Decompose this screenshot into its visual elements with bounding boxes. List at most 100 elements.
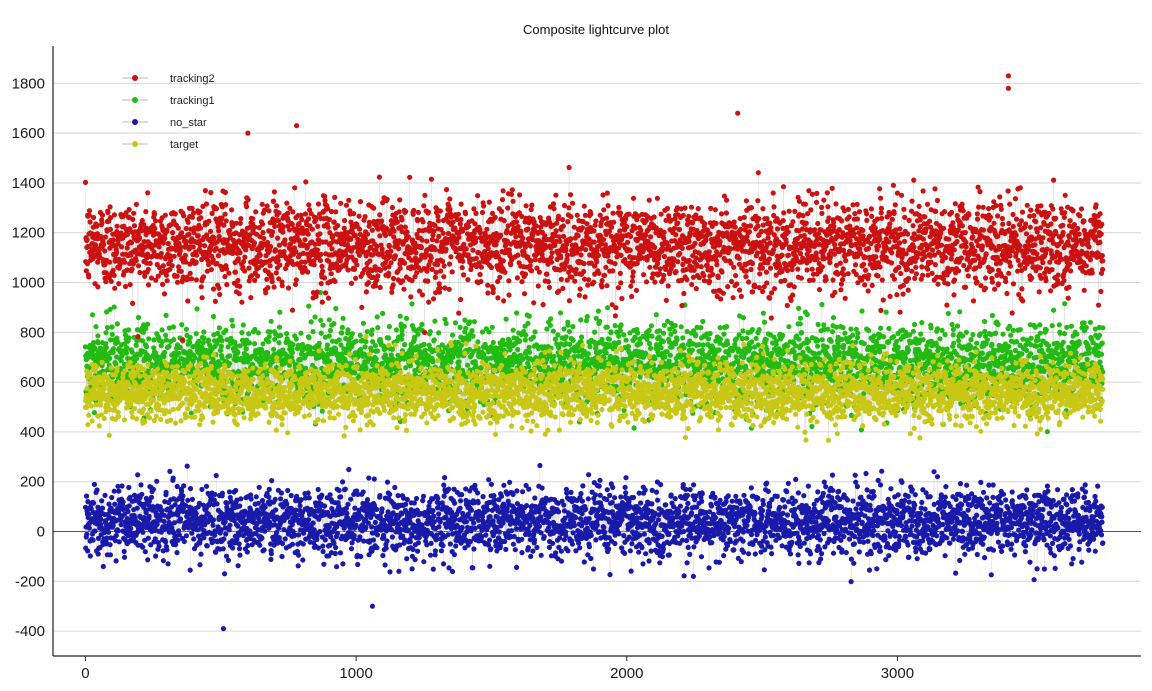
data-point — [396, 415, 402, 421]
data-point — [126, 335, 132, 341]
data-point — [106, 432, 112, 438]
data-point — [297, 405, 303, 411]
data-point — [320, 418, 326, 424]
data-point — [278, 332, 284, 338]
data-point — [567, 341, 573, 347]
data-point — [88, 403, 94, 409]
data-point — [237, 343, 243, 349]
data-point — [632, 334, 638, 340]
data-point — [595, 308, 602, 314]
data-point — [107, 355, 113, 361]
data-point — [510, 327, 516, 333]
data-point — [285, 430, 291, 436]
data-point — [326, 333, 332, 339]
data-point — [674, 337, 680, 343]
data-point — [431, 337, 437, 343]
data-point — [250, 365, 256, 371]
data-point — [449, 332, 456, 338]
data-point — [193, 395, 199, 401]
data-point — [1056, 322, 1062, 328]
data-point — [886, 325, 892, 332]
data-point — [515, 347, 521, 353]
data-point — [163, 337, 169, 343]
data-point — [937, 336, 943, 342]
data-point — [1017, 327, 1023, 333]
data-point — [749, 327, 756, 333]
data-point — [289, 368, 295, 374]
data-point — [625, 343, 632, 349]
data-point — [517, 338, 523, 344]
data-point — [488, 355, 494, 361]
data-point — [1010, 327, 1016, 333]
data-point — [158, 343, 164, 349]
data-point — [786, 324, 792, 330]
data-point — [364, 329, 370, 335]
data-point — [825, 326, 831, 332]
data-point — [456, 359, 462, 365]
data-point — [174, 363, 180, 369]
data-point — [150, 397, 156, 403]
data-point — [819, 301, 825, 308]
data-point — [402, 417, 408, 423]
data-point — [343, 362, 349, 369]
data-point — [295, 342, 302, 348]
data-point — [394, 425, 400, 431]
data-point — [667, 352, 673, 358]
data-point — [443, 320, 449, 327]
data-point — [934, 326, 941, 332]
data-point — [526, 313, 532, 319]
data-point — [623, 337, 629, 343]
data-point — [374, 363, 380, 369]
data-point — [89, 312, 96, 318]
data-point — [196, 407, 202, 414]
data-point — [760, 310, 767, 316]
data-point — [239, 407, 246, 413]
data-point — [375, 325, 381, 331]
data-point — [241, 415, 247, 421]
data-point — [452, 320, 459, 326]
data-point — [389, 346, 395, 352]
data-point — [156, 402, 162, 408]
data-point — [419, 321, 425, 327]
data-point — [143, 325, 149, 331]
data-point — [269, 381, 276, 387]
data-point — [239, 330, 245, 336]
data-point — [357, 332, 363, 338]
data-point — [612, 323, 618, 329]
data-point — [753, 335, 759, 341]
data-point — [547, 322, 554, 328]
data-point — [259, 373, 266, 379]
data-point — [352, 356, 358, 363]
data-point — [557, 310, 564, 316]
data-point — [255, 330, 261, 336]
data-point — [108, 365, 114, 371]
data-point — [115, 339, 121, 345]
data-point — [603, 350, 609, 356]
data-point — [225, 378, 231, 385]
data-point — [1061, 331, 1067, 337]
data-point — [182, 379, 188, 385]
data-point — [267, 329, 273, 335]
data-point — [185, 406, 191, 412]
data-point — [744, 335, 750, 341]
data-point — [222, 364, 228, 370]
data-point — [716, 347, 722, 353]
data-point — [130, 364, 136, 370]
data-point — [949, 355, 955, 361]
data-point — [604, 324, 610, 330]
data-point — [260, 341, 266, 347]
data-point — [345, 327, 351, 333]
data-point — [103, 345, 109, 351]
data-point — [407, 363, 413, 369]
data-point — [85, 422, 91, 428]
data-point — [989, 341, 995, 347]
data-point — [287, 358, 293, 364]
data-point — [122, 332, 129, 338]
data-point — [98, 402, 104, 408]
data-point — [1097, 332, 1103, 338]
data-point — [122, 368, 128, 374]
data-point — [133, 382, 139, 388]
data-point — [202, 404, 208, 410]
data-point — [678, 324, 684, 330]
